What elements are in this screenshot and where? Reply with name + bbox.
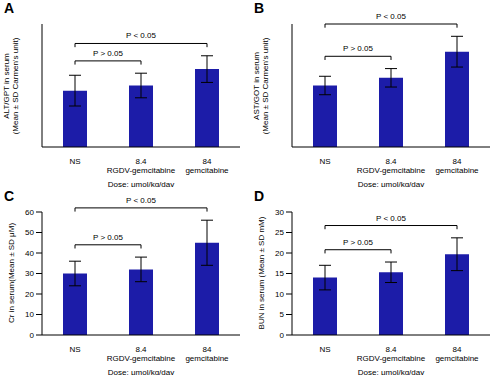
svg-text:25: 25 (275, 228, 284, 237)
svg-text:Dose: μmol/kg/day: Dose: μmol/kg/day (108, 180, 174, 187)
svg-text:5: 5 (280, 310, 285, 319)
svg-text:84gemcitabine: 84gemcitabine (185, 345, 229, 363)
svg-text:20: 20 (25, 289, 34, 298)
svg-text:8.4RGDV-gemcitabine: 8.4RGDV-gemcitabine (357, 345, 426, 363)
html-text:AST/GOT in serum (Mean ± SD Ca: AST/GOT in serum (Mean ± SD Carmen's uni… (252, 37, 270, 134)
html-text:ALT/GPT in serum (Mean ± SD Ca: ALT/GPT in serum (Mean ± SD Carmen's uni… (2, 37, 20, 134)
svg-text:P > 0.05: P > 0.05 (343, 237, 373, 246)
svg-text:84gemcitabine: 84gemcitabine (435, 345, 479, 363)
svg-text:Dose: μmol/kg/day: Dose: μmol/kg/day (108, 368, 174, 375)
svg-text:NS: NS (69, 345, 80, 354)
svg-text:0: 0 (280, 330, 285, 339)
svg-text:84gemcitabine: 84gemcitabine (185, 157, 229, 175)
svg-text:0: 0 (30, 330, 35, 339)
svg-text:Dose: μmol/kg/day: Dose: μmol/kg/day (358, 180, 424, 187)
svg-text:P > 0.05: P > 0.05 (93, 232, 123, 241)
svg-text:P < 0.05: P < 0.05 (376, 12, 406, 21)
svg-text:NS: NS (319, 345, 330, 354)
svg-text:8.4RGDV-gemcitabine: 8.4RGDV-gemcitabine (107, 345, 176, 363)
svg-text:50: 50 (25, 228, 34, 237)
svg-text:10: 10 (275, 289, 284, 298)
html-text:A: A (4, 0, 15, 16)
html-text:B: B (254, 0, 265, 16)
svg-text:15: 15 (275, 269, 284, 278)
svg-text:8.4RGDV-gemcitabine: 8.4RGDV-gemcitabine (357, 157, 426, 175)
svg-text:P > 0.05: P > 0.05 (343, 44, 373, 53)
svg-text:P < 0.05: P < 0.05 (376, 213, 406, 222)
svg-text:60: 60 (25, 207, 34, 216)
svg-text:Dose: μmol/kg/day: Dose: μmol/kg/day (358, 368, 424, 375)
html-text:D: D (254, 187, 265, 204)
svg-text:8.4RGDV-gemcitabine: 8.4RGDV-gemcitabine (107, 157, 176, 175)
svg-text:10: 10 (25, 310, 34, 319)
svg-text:30: 30 (275, 207, 284, 216)
svg-text:NS: NS (69, 157, 80, 166)
svg-text:30: 30 (25, 269, 34, 278)
svg-text:40: 40 (25, 248, 34, 257)
svg-text:P < 0.05: P < 0.05 (126, 195, 156, 204)
svg-text:P < 0.05: P < 0.05 (126, 31, 156, 40)
html-text:Cr in serum(Mean ± SD μM): Cr in serum(Mean ± SD μM) (6, 222, 16, 324)
svg-text:20: 20 (275, 248, 284, 257)
html-text:BUN in serum (Mean ± SD mM): BUN in serum (Mean ± SD mM) (256, 216, 266, 330)
svg-text:84gemcitabine: 84gemcitabine (435, 157, 479, 175)
html-text:C: C (4, 187, 15, 204)
svg-text:NS: NS (319, 157, 330, 166)
svg-text:P > 0.05: P > 0.05 (93, 49, 123, 58)
